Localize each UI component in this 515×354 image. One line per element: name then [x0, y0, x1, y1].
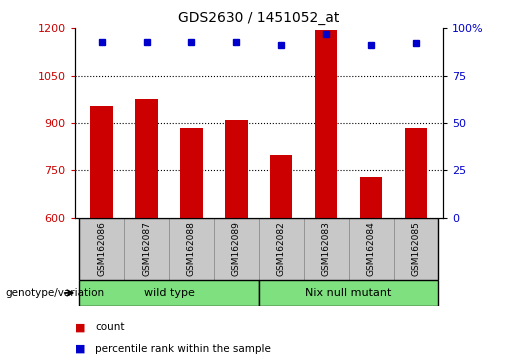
Text: genotype/variation: genotype/variation — [5, 288, 104, 298]
Text: count: count — [95, 322, 125, 332]
Bar — [405, 128, 427, 218]
Text: GSM162089: GSM162089 — [232, 221, 241, 276]
Text: GSM162082: GSM162082 — [277, 221, 286, 276]
Text: GSM162084: GSM162084 — [367, 221, 375, 276]
FancyBboxPatch shape — [349, 218, 393, 280]
Bar — [135, 99, 158, 218]
Text: GSM162085: GSM162085 — [411, 221, 420, 276]
Title: GDS2630 / 1451052_at: GDS2630 / 1451052_at — [178, 11, 339, 24]
Bar — [360, 177, 382, 218]
FancyBboxPatch shape — [169, 218, 214, 280]
Text: ■: ■ — [75, 322, 85, 332]
Text: ■: ■ — [75, 344, 85, 354]
Text: wild type: wild type — [144, 288, 195, 298]
Bar — [270, 155, 293, 218]
Text: GSM162083: GSM162083 — [322, 221, 331, 276]
Bar — [91, 105, 113, 218]
FancyBboxPatch shape — [259, 280, 438, 306]
FancyBboxPatch shape — [79, 218, 124, 280]
Bar — [315, 30, 337, 218]
FancyBboxPatch shape — [259, 218, 304, 280]
FancyBboxPatch shape — [393, 218, 438, 280]
Bar — [180, 128, 203, 218]
FancyBboxPatch shape — [304, 218, 349, 280]
FancyBboxPatch shape — [214, 218, 259, 280]
Bar — [225, 120, 248, 218]
Text: percentile rank within the sample: percentile rank within the sample — [95, 344, 271, 354]
FancyBboxPatch shape — [124, 218, 169, 280]
Text: GSM162088: GSM162088 — [187, 221, 196, 276]
FancyBboxPatch shape — [79, 280, 259, 306]
Text: Nix null mutant: Nix null mutant — [305, 288, 392, 298]
Text: GSM162086: GSM162086 — [97, 221, 106, 276]
Text: GSM162087: GSM162087 — [142, 221, 151, 276]
